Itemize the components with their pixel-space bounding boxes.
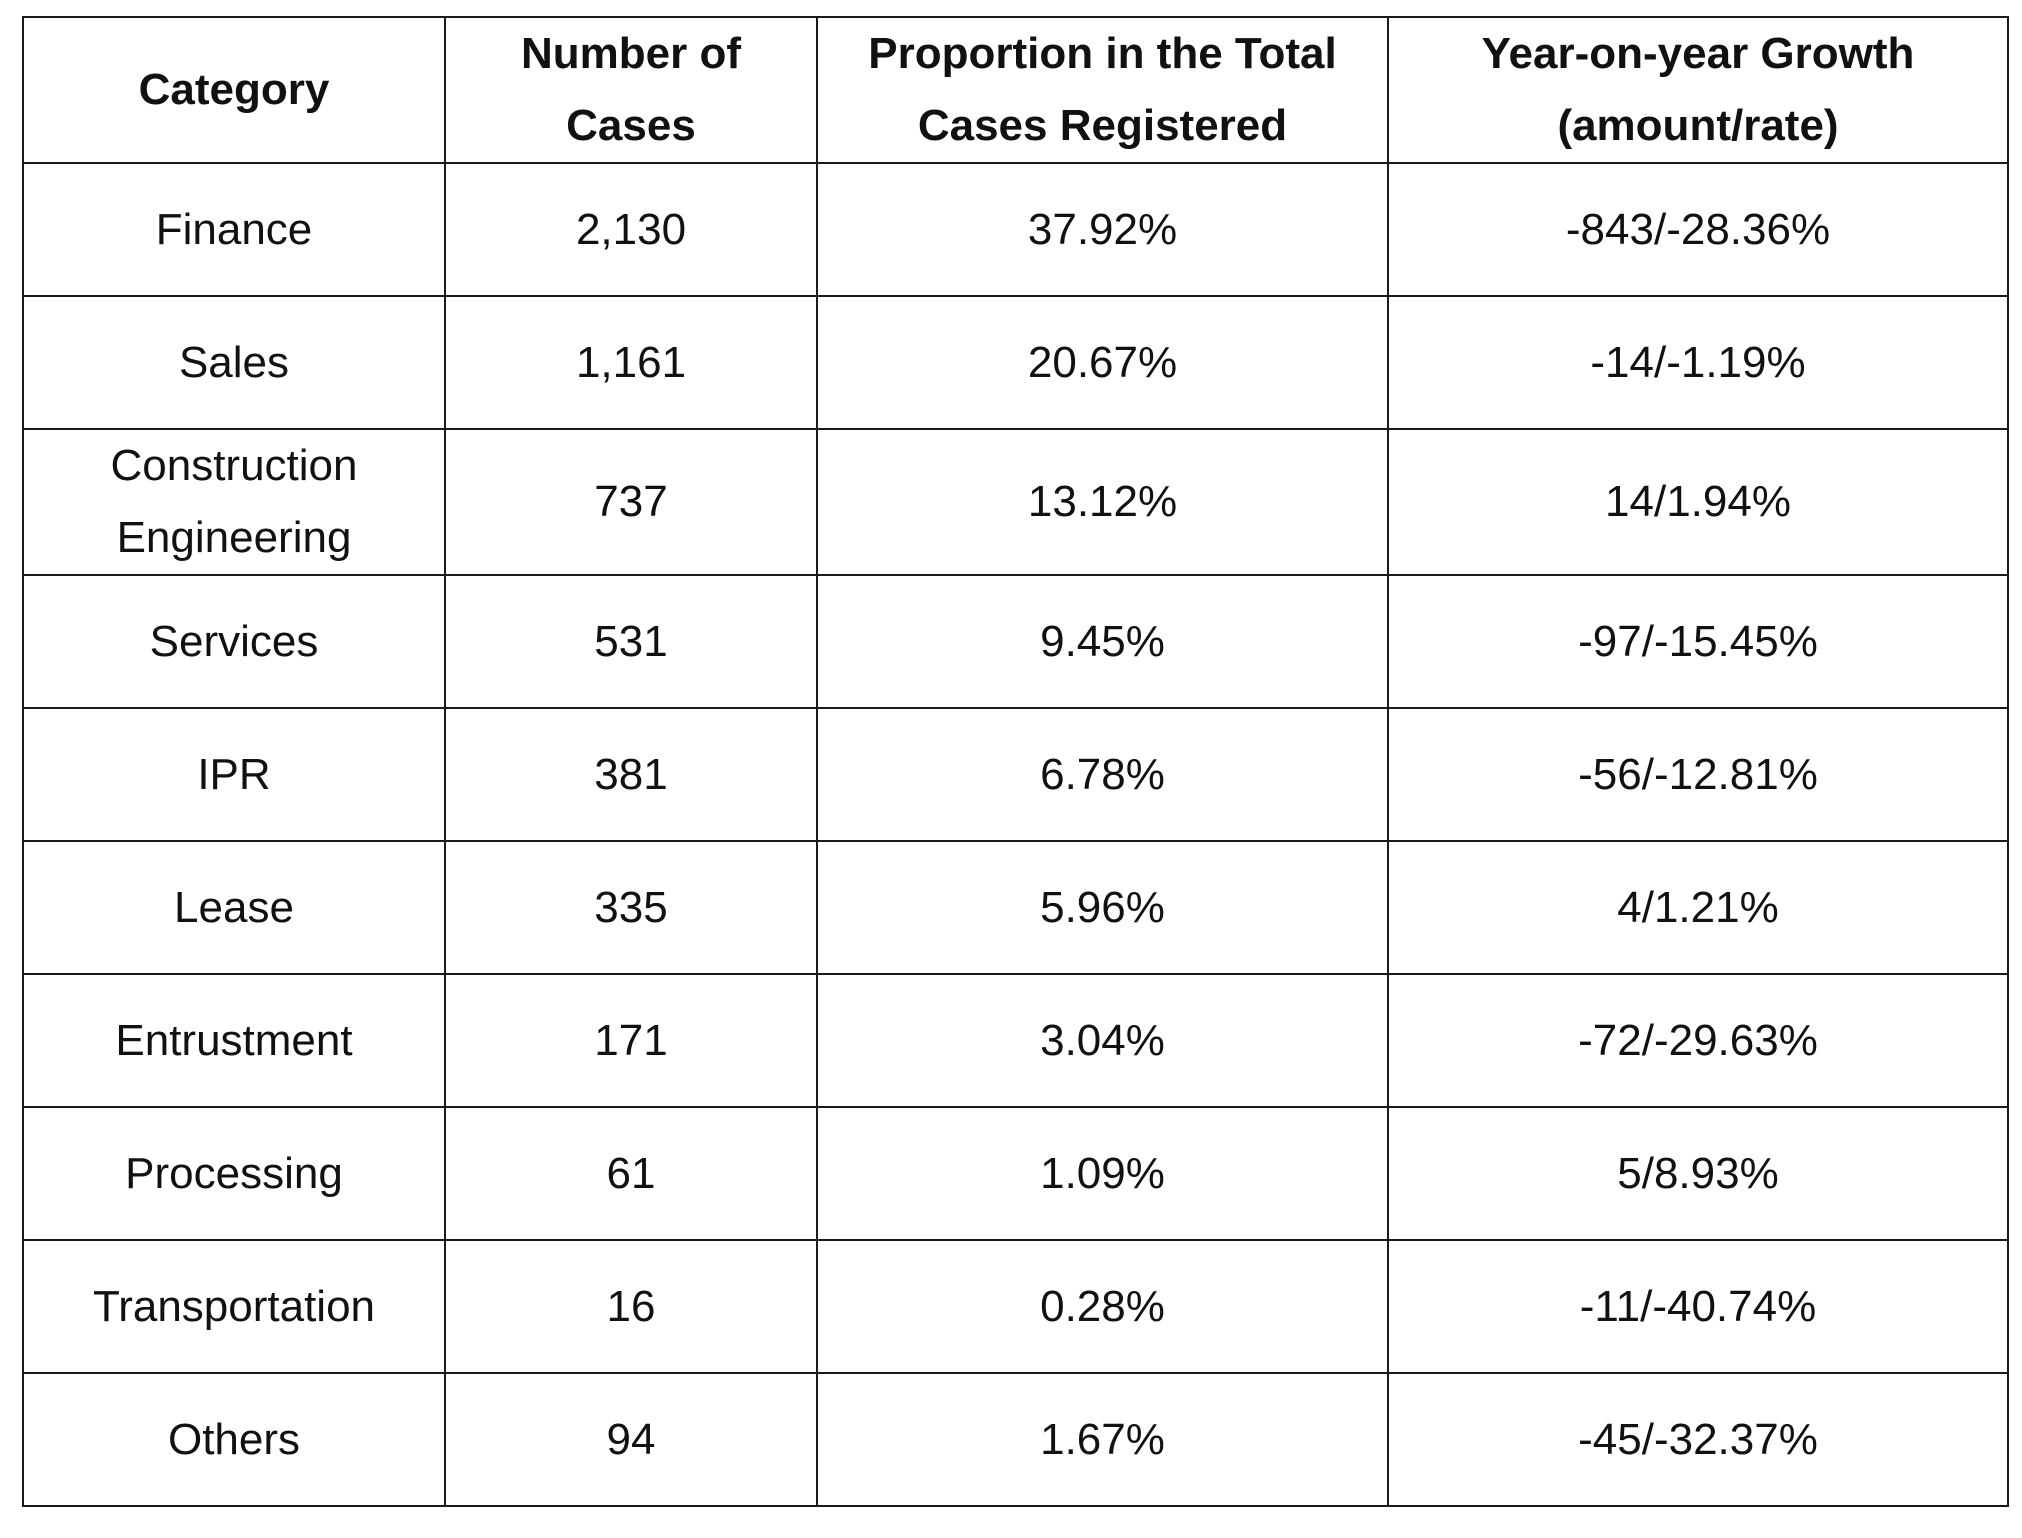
cell-number-of-cases: 94: [444, 1372, 818, 1507]
cell-category: Processing: [22, 1106, 446, 1241]
table-row: Lease 335 5.96% 4/1.21%: [22, 840, 2009, 975]
cell-yoy-growth: -72/-29.63%: [1387, 973, 2009, 1108]
table-row: Processing 61 1.09% 5/8.93%: [22, 1106, 2009, 1241]
cell-category: Others: [22, 1372, 446, 1507]
cell-proportion: 3.04%: [816, 973, 1389, 1108]
cell-number-of-cases: 531: [444, 574, 818, 709]
cell-category: Services: [22, 574, 446, 709]
cell-category: Sales: [22, 295, 446, 430]
cell-yoy-growth: 14/1.94%: [1387, 428, 2009, 576]
cell-number-of-cases: 2,130: [444, 162, 818, 297]
header-number-of-cases: Number of Cases: [444, 16, 818, 164]
case-category-table: Category Number of Cases Proportion in t…: [22, 16, 2009, 1507]
table-row: Finance 2,130 37.92% -843/-28.36%: [22, 162, 2009, 297]
cell-category: Lease: [22, 840, 446, 975]
table-row: Sales 1,161 20.67% -14/-1.19%: [22, 295, 2009, 430]
table-row: Entrustment 171 3.04% -72/-29.63%: [22, 973, 2009, 1108]
cell-proportion: 5.96%: [816, 840, 1389, 975]
table-row: Construction Engineering 737 13.12% 14/1…: [22, 428, 2009, 576]
cell-proportion: 1.67%: [816, 1372, 1389, 1507]
cell-category: Construction Engineering: [22, 428, 446, 576]
cell-number-of-cases: 335: [444, 840, 818, 975]
cell-proportion: 9.45%: [816, 574, 1389, 709]
cell-number-of-cases: 16: [444, 1239, 818, 1374]
cell-number-of-cases: 171: [444, 973, 818, 1108]
header-proportion: Proportion in the Total Cases Registered: [816, 16, 1389, 164]
cell-category: Finance: [22, 162, 446, 297]
cell-number-of-cases: 1,161: [444, 295, 818, 430]
cell-yoy-growth: -14/-1.19%: [1387, 295, 2009, 430]
cell-proportion: 37.92%: [816, 162, 1389, 297]
cell-yoy-growth: 4/1.21%: [1387, 840, 2009, 975]
cell-yoy-growth: -97/-15.45%: [1387, 574, 2009, 709]
cell-number-of-cases: 737: [444, 428, 818, 576]
header-category: Category: [22, 16, 446, 164]
cell-yoy-growth: -45/-32.37%: [1387, 1372, 2009, 1507]
cell-category: Entrustment: [22, 973, 446, 1108]
case-category-table-container: Category Number of Cases Proportion in t…: [22, 16, 2009, 1507]
cell-yoy-growth: -11/-40.74%: [1387, 1239, 2009, 1374]
cell-yoy-growth: -56/-12.81%: [1387, 707, 2009, 842]
cell-proportion: 6.78%: [816, 707, 1389, 842]
cell-proportion: 1.09%: [816, 1106, 1389, 1241]
cell-proportion: 0.28%: [816, 1239, 1389, 1374]
header-row: Category Number of Cases Proportion in t…: [22, 16, 2009, 164]
cell-category: IPR: [22, 707, 446, 842]
header-yoy-growth: Year-on-year Growth (amount/rate): [1387, 16, 2009, 164]
table-row: Services 531 9.45% -97/-15.45%: [22, 574, 2009, 709]
cell-category: Transportation: [22, 1239, 446, 1374]
cell-number-of-cases: 61: [444, 1106, 818, 1241]
table-row: IPR 381 6.78% -56/-12.81%: [22, 707, 2009, 842]
table-row: Transportation 16 0.28% -11/-40.74%: [22, 1239, 2009, 1374]
table-row: Others 94 1.67% -45/-32.37%: [22, 1372, 2009, 1507]
cell-yoy-growth: 5/8.93%: [1387, 1106, 2009, 1241]
cell-proportion: 13.12%: [816, 428, 1389, 576]
cell-proportion: 20.67%: [816, 295, 1389, 430]
cell-yoy-growth: -843/-28.36%: [1387, 162, 2009, 297]
cell-number-of-cases: 381: [444, 707, 818, 842]
